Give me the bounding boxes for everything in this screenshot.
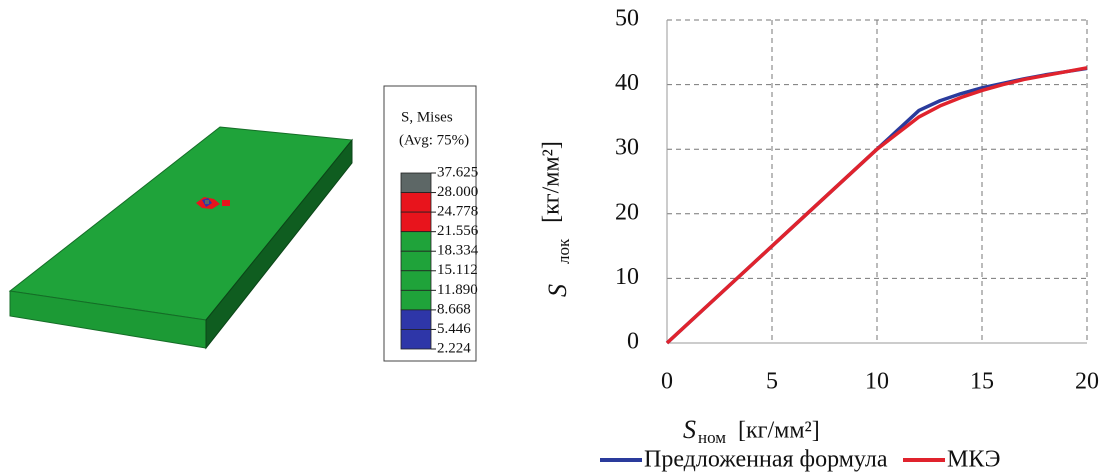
x-axis-subscript: ном bbox=[698, 428, 726, 447]
figure: S, Mises (Avg: 75%) 37.625 28.000 24.778 21… bbox=[0, 0, 1104, 475]
legend-cell bbox=[401, 329, 431, 349]
y-axis-symbol: S bbox=[543, 284, 572, 297]
x-axis-symbol: S bbox=[683, 415, 696, 444]
hole-stress-peak bbox=[205, 200, 209, 204]
legend-cell bbox=[401, 251, 431, 271]
legend-level: 18.334 bbox=[437, 243, 479, 259]
legend-cell bbox=[401, 271, 431, 291]
legend-cell bbox=[401, 310, 431, 330]
legend-cell bbox=[401, 212, 431, 232]
legend-title: (Avg: 75%) bbox=[399, 132, 469, 148]
legend-level: 8.668 bbox=[437, 301, 471, 317]
legend-level: 2.224 bbox=[437, 340, 471, 356]
x-tick-label: 20 bbox=[1075, 369, 1099, 395]
y-tick-label: 10 bbox=[615, 264, 639, 290]
legend-level: 11.890 bbox=[437, 282, 478, 298]
y-axis-unit: [кг/мм²] bbox=[539, 141, 565, 223]
legend-level: 21.556 bbox=[437, 223, 479, 239]
legend-cell bbox=[401, 232, 431, 252]
legend-level: 37.625 bbox=[437, 164, 478, 180]
y-tick-label: 0 bbox=[627, 329, 639, 355]
fe-model bbox=[10, 127, 352, 348]
legend-level: 15.112 bbox=[437, 262, 478, 278]
x-axis-unit: [кг/мм²] bbox=[738, 418, 820, 444]
y-tick-label: 50 bbox=[615, 6, 639, 32]
hole-stress bbox=[222, 200, 230, 206]
y-axis-subscript: лок bbox=[554, 238, 573, 264]
legend-label: МКЭ bbox=[947, 447, 1000, 473]
y-tick-label: 40 bbox=[615, 70, 639, 96]
line-chart: S лок [кг/мм²] S ном [кг/мм²] 0 10 20 30 40 5… bbox=[539, 6, 1100, 473]
y-tick-label: 20 bbox=[615, 199, 639, 225]
legend-title: S, Mises bbox=[401, 109, 453, 125]
legend-level: 28.000 bbox=[437, 184, 478, 200]
x-tick-label: 0 bbox=[661, 369, 673, 395]
x-tick-label: 5 bbox=[766, 369, 778, 395]
y-tick-label: 30 bbox=[615, 135, 639, 161]
legend-label: Предложенная формула bbox=[644, 447, 888, 473]
x-tick-label: 15 bbox=[970, 369, 994, 395]
legend-cell bbox=[401, 290, 431, 310]
x-tick-label: 10 bbox=[865, 369, 889, 395]
legend-cell bbox=[401, 193, 431, 213]
legend-level: 24.778 bbox=[437, 204, 478, 220]
legend-cell bbox=[401, 173, 431, 193]
legend-level: 5.446 bbox=[437, 321, 471, 337]
